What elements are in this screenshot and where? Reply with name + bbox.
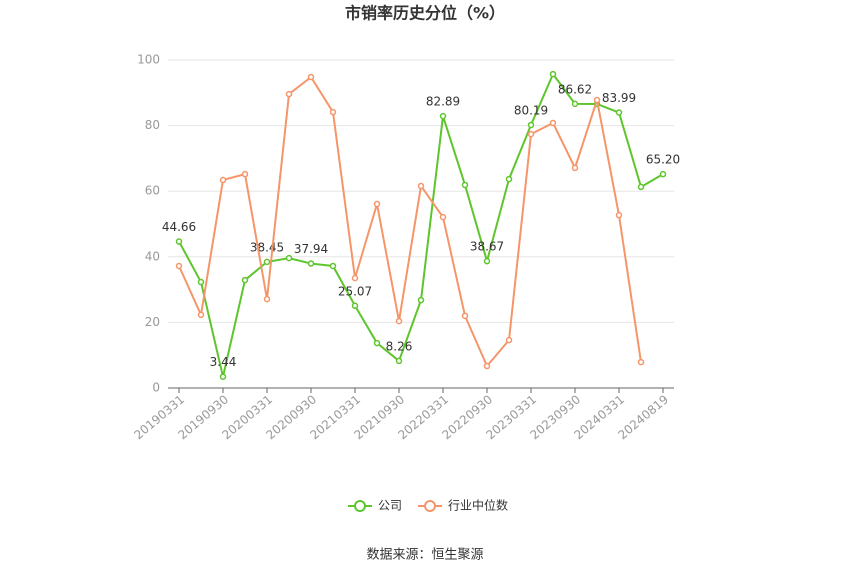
point [395, 357, 403, 365]
point [637, 183, 645, 191]
point [571, 164, 579, 172]
value-label: 86.62 [558, 82, 592, 96]
point [615, 211, 623, 219]
chart-title: 市销率历史分位（%） [345, 4, 505, 23]
source: 数据来源：恒生聚源 [366, 548, 483, 563]
point [175, 262, 183, 270]
point [395, 317, 403, 325]
value-label: 3.44 [210, 355, 237, 369]
point [329, 108, 337, 116]
point [505, 175, 513, 183]
value-label: 38.45 [250, 240, 284, 254]
value-label: 65.20 [646, 153, 680, 167]
point [351, 302, 359, 310]
legend-label: 公司 [378, 499, 402, 513]
point [439, 112, 447, 120]
point [219, 176, 227, 184]
point [461, 181, 469, 189]
point [571, 100, 579, 108]
point [197, 311, 205, 319]
point [285, 254, 293, 262]
point [417, 182, 425, 190]
point [307, 260, 315, 267]
point [483, 257, 491, 265]
point [417, 296, 425, 304]
value-label: 37.94 [294, 242, 328, 256]
point [659, 170, 667, 178]
value-label: 82.89 [426, 95, 460, 109]
point [351, 274, 359, 282]
point [549, 70, 557, 78]
point [307, 73, 315, 81]
point [373, 339, 381, 347]
point [175, 238, 183, 245]
point [241, 276, 249, 284]
legend-label: 行业中位数 [448, 498, 508, 513]
point [373, 200, 381, 208]
point [615, 109, 623, 116]
y-tick-label: 60 [145, 184, 160, 198]
y-tick-label: 80 [145, 118, 160, 132]
y-tick-label: 40 [145, 249, 160, 263]
point [461, 312, 469, 320]
point [285, 90, 293, 98]
point [637, 358, 645, 366]
y-tick-label: 0 [152, 381, 160, 395]
point [329, 262, 337, 270]
point [219, 373, 227, 380]
value-label: 8.26 [386, 339, 413, 353]
point [527, 121, 535, 129]
legend-marker [424, 500, 437, 512]
point [263, 258, 271, 266]
point [593, 96, 601, 104]
point [263, 295, 271, 303]
value-label: 25.07 [338, 284, 372, 298]
point [527, 130, 535, 138]
point [483, 362, 491, 370]
legend-marker [354, 500, 366, 512]
value-label: 80.19 [514, 103, 548, 117]
point [549, 119, 557, 127]
value-label: 38.67 [470, 240, 504, 254]
point [241, 170, 249, 178]
y-tick-label: 20 [145, 315, 160, 329]
point [505, 336, 513, 344]
point [439, 213, 447, 221]
value-label: 44.66 [162, 220, 196, 234]
series-line [178, 75, 642, 368]
point [197, 278, 205, 286]
y-tick-label: 100 [137, 53, 160, 67]
value-label: 83.99 [602, 91, 636, 105]
